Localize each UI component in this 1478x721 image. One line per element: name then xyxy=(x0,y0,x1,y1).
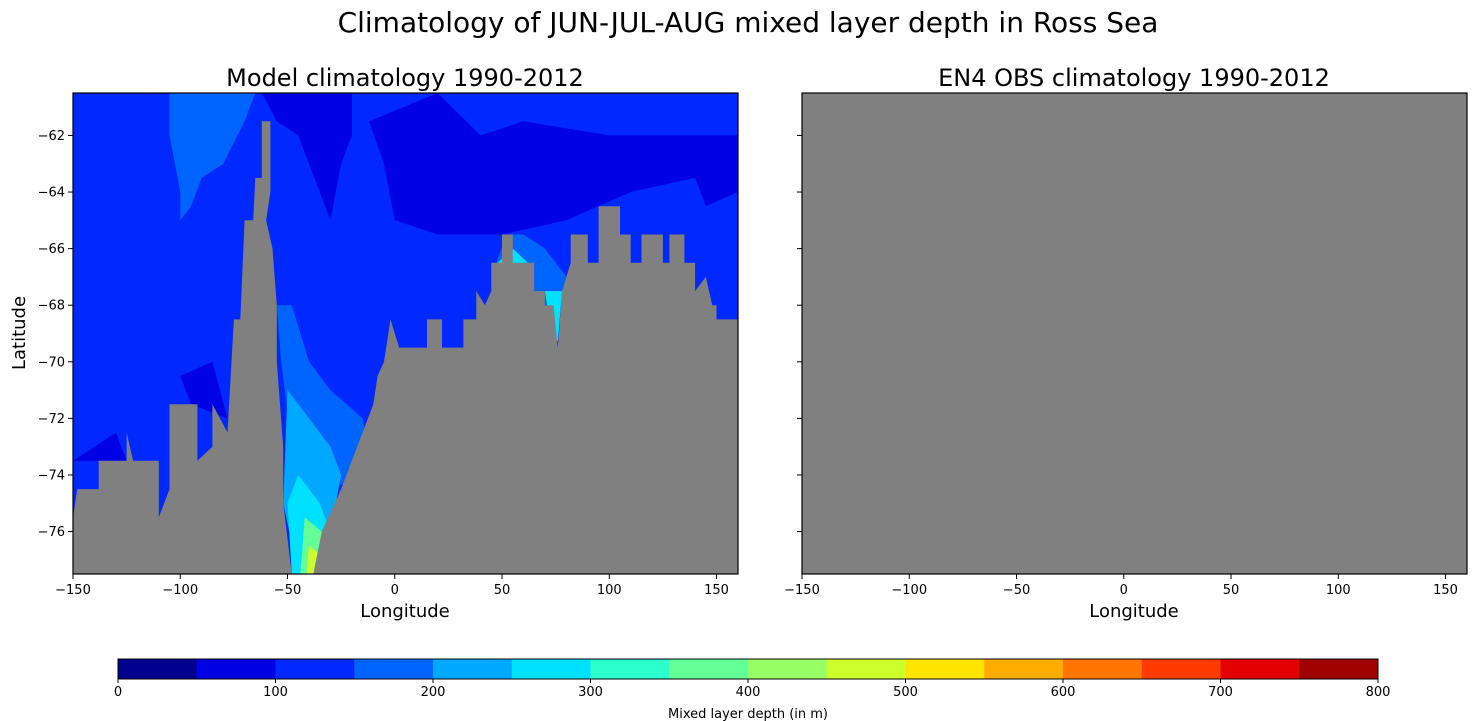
x-tick-label: 50 xyxy=(1223,583,1240,598)
colorbar-tick-label: 700 xyxy=(1208,685,1233,700)
colorbar-swatch-0 xyxy=(118,659,198,679)
x-tick-label: 150 xyxy=(704,583,729,598)
y-tick-label: −66 xyxy=(38,242,65,257)
colorbar-swatch-450 xyxy=(826,659,906,679)
colorbar-tick-label: 0 xyxy=(114,685,122,700)
colorbar-swatches xyxy=(118,659,1379,679)
colorbar-swatch-100 xyxy=(275,659,355,679)
x-tick-label: 100 xyxy=(597,583,622,598)
y-tick-label: −72 xyxy=(38,412,65,427)
colorbar-swatch-650 xyxy=(1141,659,1221,679)
y-tick-label: −76 xyxy=(38,525,65,540)
y-tick-label: −64 xyxy=(38,186,65,201)
y-tick-label: −68 xyxy=(38,299,65,314)
colorbar-tick-label: 600 xyxy=(1051,685,1076,700)
colorbar-swatch-550 xyxy=(984,659,1064,679)
colorbar: 0 100 200 300 400 500 600 700 800 Mixed layer de… xyxy=(114,658,1391,721)
obs-x-axis-label: Longitude xyxy=(1089,601,1179,622)
colorbar-tick-label: 100 xyxy=(263,685,288,700)
colorbar-swatch-400 xyxy=(748,659,828,679)
x-tick-label: −100 xyxy=(891,583,927,598)
obs-climatology-panel: EN4 OBS climatology 1990-2012 −150 −100 −5… xyxy=(784,64,1468,622)
land-mask xyxy=(73,121,738,574)
colorbar-tick-label: 300 xyxy=(578,685,603,700)
colorbar-swatch-300 xyxy=(590,659,670,679)
model-x-ticks: −150 −100 −50 0 50 100 150 xyxy=(55,574,729,598)
obs-plot-area xyxy=(802,93,1467,574)
panel-title-obs: EN4 OBS climatology 1990-2012 xyxy=(938,64,1330,92)
x-tick-label: −150 xyxy=(784,583,820,598)
model-y-ticks: −62 −64 −66 −68 −70 −72 −74 −76 xyxy=(38,129,73,540)
colorbar-tick-label: 200 xyxy=(421,685,446,700)
colorbar-swatch-200 xyxy=(433,659,513,679)
colorbar-tick-label: 800 xyxy=(1366,685,1391,700)
model-plot-area xyxy=(73,93,738,574)
contour-region-50 xyxy=(261,93,352,221)
colorbar-swatch-750 xyxy=(1299,659,1379,679)
contour-region-50 xyxy=(73,432,127,461)
y-tick-label: −70 xyxy=(38,355,65,370)
colorbar-swatch-250 xyxy=(511,659,591,679)
x-tick-label: 50 xyxy=(494,583,511,598)
x-tick-label: 150 xyxy=(1433,583,1458,598)
model-y-axis-label: Latitude xyxy=(9,296,30,370)
plot-background-fill xyxy=(802,93,1467,574)
x-tick-label: −50 xyxy=(1003,583,1030,598)
colorbar-tick-label: 500 xyxy=(893,685,918,700)
y-tick-label: −74 xyxy=(38,468,65,483)
obs-x-ticks: −150 −100 −50 0 50 100 150 xyxy=(784,574,1458,598)
x-tick-label: −150 xyxy=(55,583,91,598)
x-tick-label: 0 xyxy=(1120,583,1128,598)
contour-region-50 xyxy=(369,93,738,235)
colorbar-swatch-50 xyxy=(196,659,276,679)
x-tick-label: 100 xyxy=(1326,583,1351,598)
obs-plot-frame xyxy=(801,92,1468,575)
colorbar-swatch-500 xyxy=(905,659,985,679)
panel-title-model: Model climatology 1990-2012 xyxy=(226,64,584,92)
obs-y-ticks xyxy=(797,134,802,533)
x-tick-label: −100 xyxy=(162,583,198,598)
colorbar-tick-label: 400 xyxy=(736,685,761,700)
colorbar-swatch-150 xyxy=(354,659,434,679)
contour-region-200 xyxy=(73,93,256,221)
colorbar-label: Mixed layer depth (in m) xyxy=(668,707,828,721)
colorbar-swatch-600 xyxy=(1063,659,1143,679)
y-tick-label: −62 xyxy=(38,129,65,144)
model-plot-frame xyxy=(72,92,739,575)
colorbar-ticks: 0 100 200 300 400 500 600 700 800 xyxy=(114,679,1391,700)
model-climatology-panel: Model climatology 1990-2012 −150 −100 −50 0… xyxy=(9,64,739,622)
x-tick-label: 0 xyxy=(391,583,399,598)
x-tick-label: −50 xyxy=(274,583,301,598)
model-x-axis-label: Longitude xyxy=(360,601,450,622)
colorbar-swatch-350 xyxy=(669,659,749,679)
colorbar-swatch-700 xyxy=(1220,659,1300,679)
figure-suptitle: Climatology of JUN-JUL-AUG mixed layer d… xyxy=(338,6,1159,39)
